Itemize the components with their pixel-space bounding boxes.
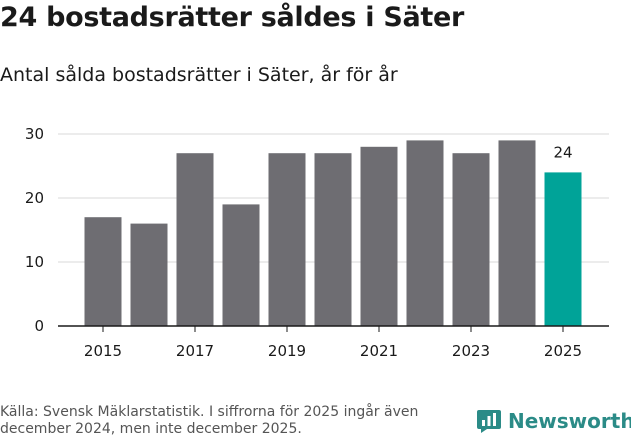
bar-2017 <box>176 153 214 326</box>
bar-2015 <box>84 217 122 326</box>
newsworthy-logo-icon <box>477 410 501 433</box>
chart-subtitle: Antal sålda bostadsrätter i Säter, år fö… <box>0 64 398 86</box>
bar-2024 <box>498 140 536 326</box>
brand-name: Newsworthy <box>508 409 631 433</box>
newsworthy-logo: Newsworthy <box>476 408 631 434</box>
bar-chart: 0 10 20 30 2015 2017 2019 2021 2023 2025 24 <box>25 125 609 360</box>
bar-2023 <box>452 153 490 326</box>
y-tick-label: 0 <box>34 317 44 335</box>
data-label: 24 <box>553 143 572 161</box>
x-tick-label: 2017 <box>176 342 214 360</box>
x-tick-label: 2015 <box>84 342 122 360</box>
source-note: Källa: Svensk Mäklarstatistik. I siffror… <box>0 404 419 437</box>
y-tick-label: 30 <box>25 125 44 143</box>
bar-2018 <box>222 204 260 326</box>
x-tick-label: 2025 <box>544 342 582 360</box>
y-tick-label: 10 <box>25 253 44 271</box>
y-tick-label: 20 <box>25 189 44 207</box>
bar-2025 <box>544 172 582 326</box>
chart-title: 24 bostadsrätter såldes i Säter <box>0 2 465 33</box>
x-tick-label: 2021 <box>360 342 398 360</box>
x-tick-label: 2023 <box>452 342 490 360</box>
bar-2022 <box>406 140 444 326</box>
bar-2016 <box>130 223 168 326</box>
bar-2020 <box>314 153 352 326</box>
x-tick-label: 2019 <box>268 342 306 360</box>
bar-2021 <box>360 146 398 326</box>
bar-2019 <box>268 153 306 326</box>
